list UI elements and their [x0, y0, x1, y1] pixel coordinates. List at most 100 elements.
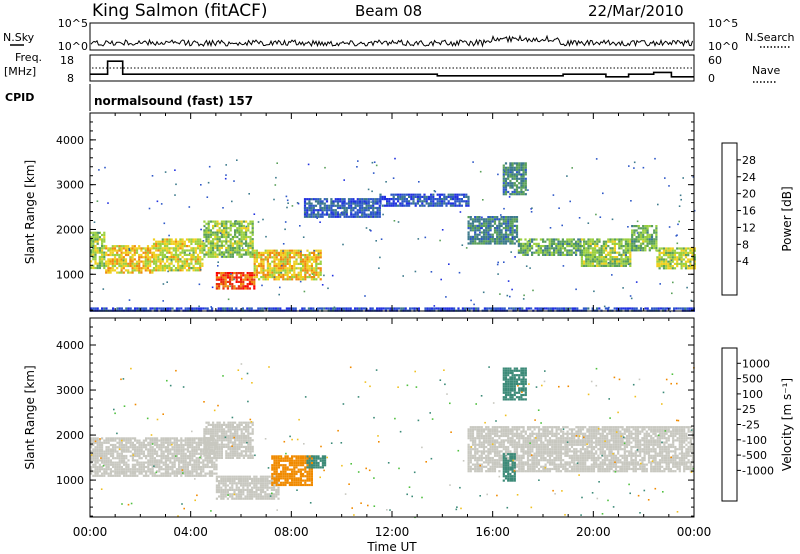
- scatter-cell: [195, 441, 198, 444]
- scatter-cell: [138, 452, 141, 455]
- scatter-cell: [202, 461, 205, 464]
- scatter-cell: [288, 276, 291, 279]
- scatter-cell: [103, 247, 106, 250]
- scatter-cell: [92, 437, 95, 440]
- scatter-cell: [109, 437, 112, 440]
- scatter-cell: [522, 184, 525, 187]
- scatter-cell: [227, 443, 230, 446]
- scatter-cell: [500, 216, 503, 219]
- scatter-cell: [168, 240, 171, 243]
- scatter-cell: [524, 173, 527, 176]
- scatter-cell: [96, 307, 99, 310]
- scatter-cell: [151, 439, 154, 442]
- scatter-cell: [594, 247, 597, 250]
- echo-point: [459, 211, 462, 213]
- scatter-cell: [153, 448, 156, 451]
- scatter-cell: [234, 443, 237, 446]
- scatter-cell: [156, 470, 159, 473]
- scatter-cell: [471, 222, 475, 225]
- scatter-cell: [517, 238, 520, 241]
- scatter-cell: [306, 262, 309, 265]
- scatter-cell: [587, 253, 590, 256]
- echo-point: [203, 225, 206, 228]
- scatter-cell: [216, 253, 219, 256]
- scatter-cell: [693, 262, 696, 265]
- scatter-cell: [639, 231, 643, 234]
- scatter-cell: [401, 200, 404, 203]
- scatter-cell: [478, 224, 481, 227]
- scatter-cell: [249, 441, 252, 444]
- scatter-cell: [118, 468, 121, 471]
- scatter-cell: [522, 166, 525, 169]
- scatter-cell: [306, 267, 309, 270]
- scatter-cell: [125, 437, 128, 440]
- scatter-cell: [579, 253, 582, 256]
- scatter-cell: [247, 249, 250, 252]
- scatter-cell: [445, 204, 448, 207]
- scatter-cell: [236, 242, 239, 245]
- scatter-cell: [189, 307, 192, 310]
- scatter-cell: [135, 262, 139, 265]
- scatter-cell: [249, 238, 252, 241]
- scatter-cell: [682, 262, 685, 265]
- scatter-cell: [684, 262, 688, 265]
- scatter-cell: [673, 262, 677, 265]
- scatter-cell: [303, 215, 307, 218]
- scatter-cell: [226, 484, 229, 487]
- scatter-cell: [537, 251, 540, 254]
- echo-point: [602, 192, 604, 195]
- scatter-cell: [633, 238, 636, 241]
- scatter-cell: [403, 195, 406, 198]
- scatter-cell: [465, 195, 468, 198]
- scatter-cell: [511, 224, 514, 227]
- scatter-cell: [240, 235, 243, 239]
- scatter-cell: [227, 452, 230, 455]
- scatter-cell: [358, 215, 362, 218]
- scatter-cell: [247, 428, 250, 431]
- scatter-cell: [200, 307, 203, 310]
- scatter-cell: [504, 240, 508, 243]
- scatter-cell: [655, 240, 658, 243]
- scatter-cell: [602, 258, 605, 261]
- scatter-cell: [212, 251, 215, 254]
- scatter-cell: [209, 437, 212, 440]
- scatter-cell: [144, 267, 147, 270]
- scatter-cell: [190, 256, 193, 259]
- scatter-cell: [585, 260, 588, 263]
- scatter-cell: [98, 452, 101, 455]
- scatter-cell: [103, 231, 106, 234]
- scatter-cell: [205, 233, 208, 236]
- scatter-cell: [478, 233, 481, 236]
- scatter-cell: [568, 251, 571, 254]
- scatter-cell: [528, 242, 531, 245]
- scatter-cell: [107, 446, 110, 449]
- scatter-cell: [103, 253, 106, 256]
- scatter-cell: [153, 443, 156, 447]
- scatter-cell: [208, 448, 211, 451]
- scatter-cell: [553, 251, 556, 254]
- scatter-cell: [225, 233, 228, 236]
- scatter-cell: [227, 251, 230, 254]
- scatter-cell: [162, 437, 165, 440]
- scatter-cell: [114, 437, 117, 440]
- scatter-region: [215, 272, 256, 290]
- scatter-cell: [275, 262, 278, 265]
- scatter-cell: [275, 276, 278, 279]
- scatter-cell: [624, 264, 627, 267]
- scatter-cell: [642, 225, 645, 228]
- scatter-cell: [181, 240, 184, 243]
- scatter-cell: [688, 307, 691, 310]
- scatter-cell: [234, 242, 237, 245]
- scatter-cell: [201, 262, 204, 265]
- scatter-cell: [218, 439, 221, 442]
- scatter-cell: [223, 251, 226, 254]
- scatter-cell: [676, 251, 679, 254]
- scatter-cell: [275, 269, 278, 272]
- scatter-cell: [317, 276, 320, 279]
- scatter-cell: [151, 468, 154, 471]
- scatter-cell: [591, 262, 594, 265]
- scatter-cell: [212, 426, 215, 429]
- scatter-cell: [352, 213, 355, 216]
- scatter-cell: [96, 437, 99, 440]
- scatter-cell: [498, 227, 501, 230]
